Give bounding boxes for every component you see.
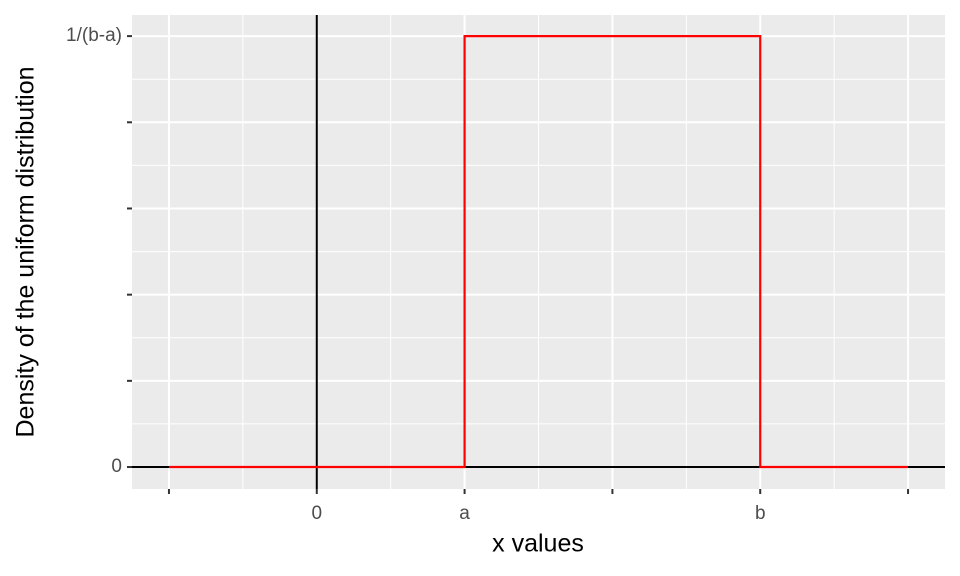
y-tick-label: 1/(b-a) (66, 25, 122, 46)
y-tick-label: 0 (111, 456, 122, 477)
marks (132, 15, 945, 489)
x-tick-label: 0 (311, 503, 322, 524)
y-axis-title: Density of the uniform distribution (12, 66, 40, 437)
x-axis-title: x values (492, 530, 584, 558)
x-tick-label: a (459, 503, 470, 524)
x-tick-label: b (755, 503, 766, 524)
data-line (168, 35, 909, 469)
